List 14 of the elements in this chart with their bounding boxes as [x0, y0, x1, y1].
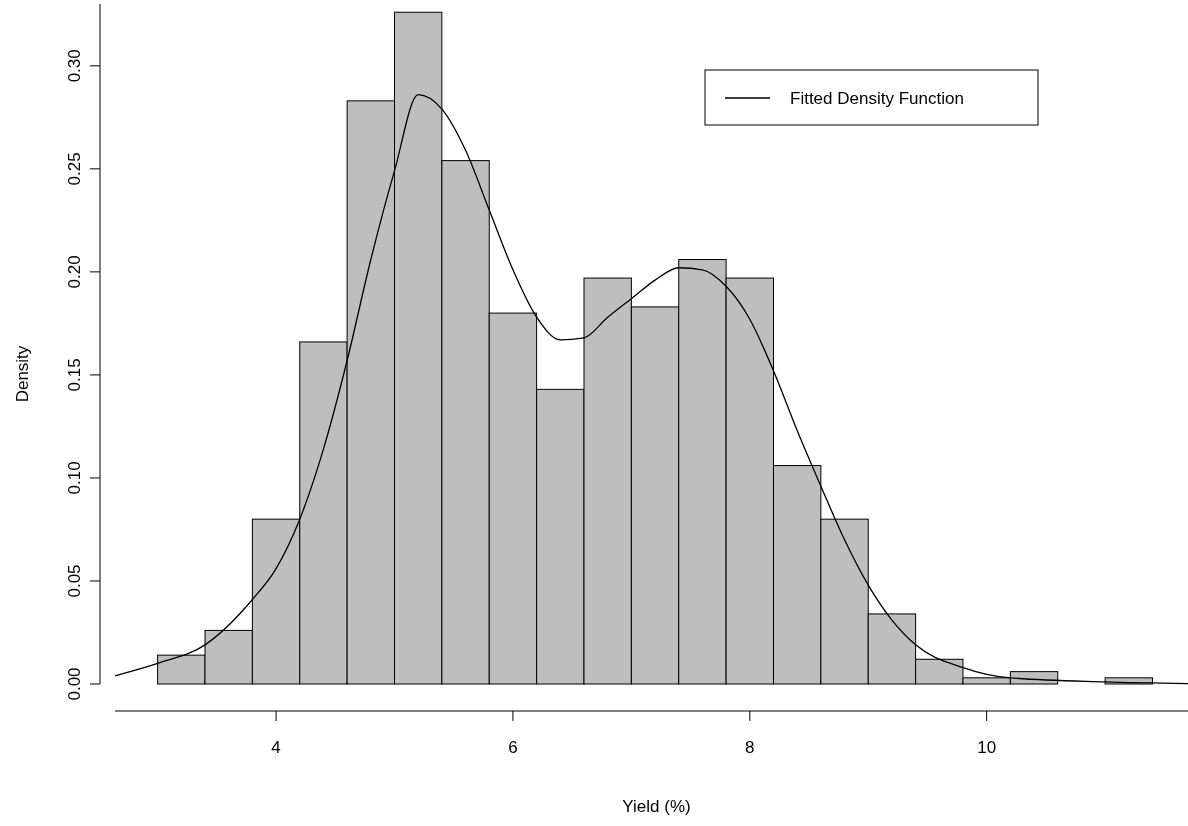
x-tick-label: 10	[977, 738, 997, 757]
y-tick-label: 0.10	[65, 461, 84, 495]
x-tick-label: 4	[271, 738, 281, 757]
y-tick-label: 0.00	[65, 667, 84, 701]
y-tick-label: 0.25	[65, 152, 84, 186]
legend-label: Fitted Density Function	[790, 89, 964, 108]
y-axis-title: Density	[13, 345, 32, 403]
x-tick-label: 8	[745, 738, 755, 757]
x-axis-title: Yield (%)	[622, 797, 691, 816]
y-tick-label: 0.15	[65, 358, 84, 392]
y-tick-label: 0.05	[65, 564, 84, 598]
y-tick-label: 0.30	[65, 49, 84, 83]
y-tick-label: 0.20	[65, 255, 84, 289]
x-tick-label: 6	[508, 738, 518, 757]
